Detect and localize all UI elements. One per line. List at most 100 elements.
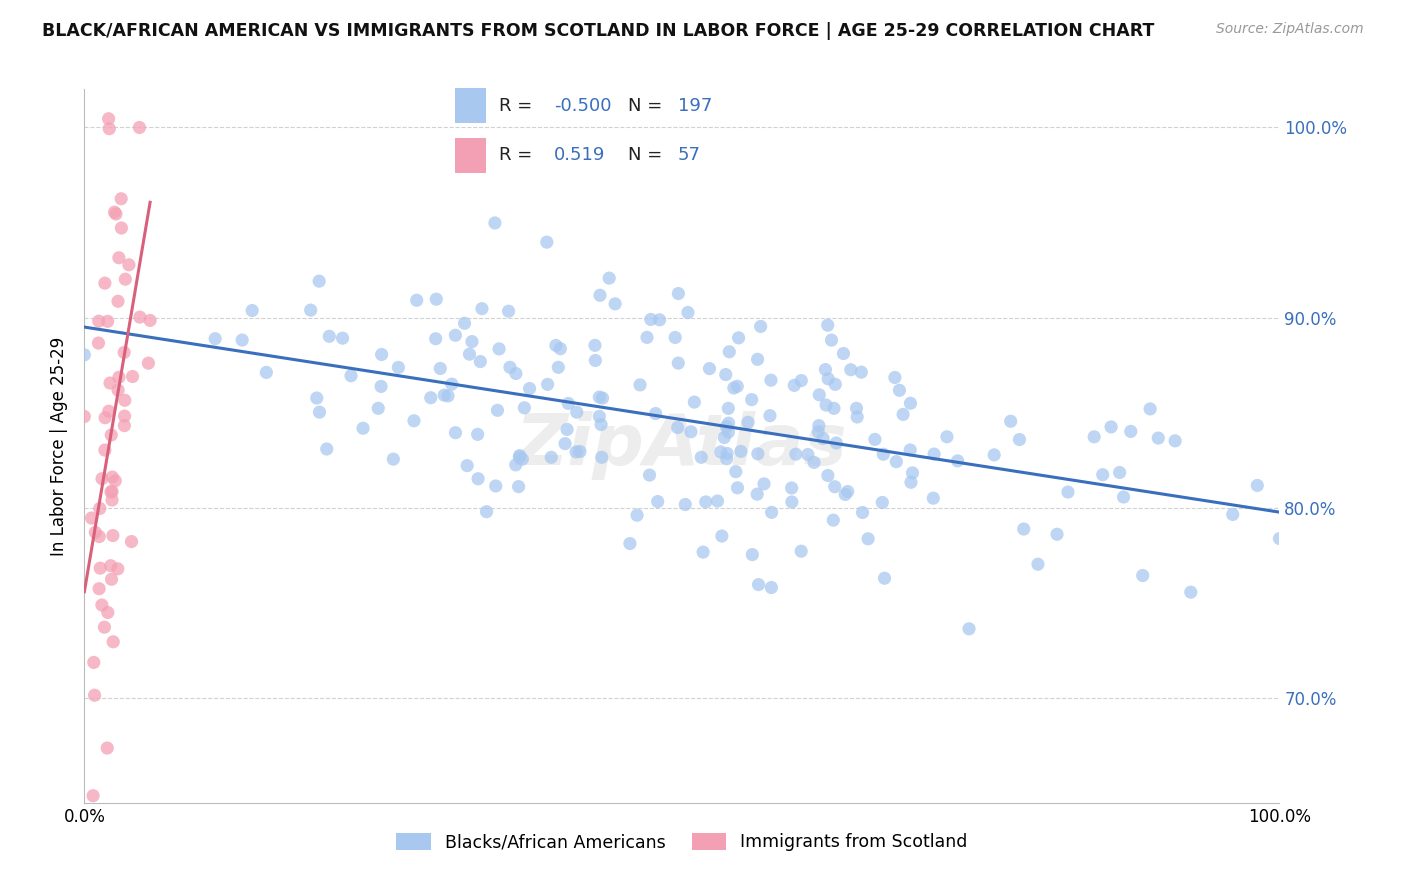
Point (467, 472, 489, 486)
Point (1057, 485, 1080, 500)
Point (461, 334, 484, 349)
Point (108, 370, 131, 384)
Point (512, 452, 534, 467)
Point (845, 401, 868, 416)
Point (808, 388, 831, 402)
Point (467, 427, 489, 442)
Point (508, 480, 530, 494)
Point (121, 534, 143, 549)
Point (540, 450, 562, 465)
Point (554, 436, 576, 450)
Point (100, 572, 122, 586)
Point (747, 447, 769, 461)
Point (104, 474, 127, 488)
Point (832, 346, 855, 360)
Text: BLACK/AFRICAN AMERICAN VS IMMIGRANTS FROM SCOTLAND IN LABOR FORCE | AGE 25-29 CO: BLACK/AFRICAN AMERICAN VS IMMIGRANTS FRO… (42, 22, 1154, 40)
Point (107, 383, 129, 397)
Point (648, 313, 671, 327)
Point (112, 418, 135, 433)
Point (824, 377, 846, 392)
Point (87, 314, 110, 328)
Point (471, 301, 494, 316)
Point (1180, 585, 1202, 599)
Point (946, 454, 969, 468)
Point (499, 360, 522, 375)
Point (741, 548, 763, 562)
Point (752, 476, 775, 491)
Point (811, 432, 834, 446)
Point (485, 479, 508, 493)
Point (1119, 425, 1142, 439)
Point (598, 271, 620, 285)
Point (837, 484, 859, 499)
Point (626, 508, 648, 523)
Point (332, 331, 354, 345)
Point (305, 391, 328, 405)
Point (1000, 414, 1022, 428)
Point (690, 450, 713, 465)
Point (823, 513, 845, 527)
Point (128, 310, 150, 325)
Point (839, 362, 862, 376)
Point (121, 369, 143, 384)
Point (724, 465, 747, 479)
Point (444, 425, 467, 440)
Point (419, 391, 441, 405)
Point (484, 216, 506, 230)
Point (114, 272, 136, 286)
Point (308, 405, 330, 419)
Point (692, 545, 714, 559)
Point (619, 536, 641, 550)
Point (699, 361, 721, 376)
Point (683, 395, 706, 409)
Point (498, 304, 520, 318)
Point (486, 403, 509, 417)
Point (647, 494, 669, 508)
Point (370, 347, 392, 361)
Point (817, 372, 839, 386)
Point (1046, 527, 1069, 541)
Point (783, 378, 806, 392)
Point (231, 333, 253, 347)
Point (470, 354, 492, 368)
Point (352, 421, 374, 435)
Text: 197: 197 (678, 97, 713, 115)
Point (780, 481, 803, 495)
Point (825, 436, 848, 450)
Point (716, 446, 738, 460)
Point (883, 370, 905, 384)
Point (898, 442, 921, 457)
Text: N =: N = (628, 97, 662, 115)
Point (790, 544, 813, 558)
Point (97, 606, 120, 620)
Point (761, 581, 783, 595)
Point (727, 481, 749, 495)
Point (318, 329, 340, 343)
Point (308, 274, 330, 288)
Point (429, 361, 451, 376)
Point (851, 506, 873, 520)
Point (555, 422, 578, 436)
Point (717, 425, 740, 439)
Point (87, 336, 110, 351)
Point (104, 207, 127, 221)
Point (817, 468, 839, 483)
Point (591, 417, 613, 432)
Point (550, 342, 572, 356)
Point (89, 501, 111, 516)
Point (82, 789, 104, 803)
Point (387, 360, 409, 375)
Point (583, 353, 606, 368)
Point (603, 297, 626, 311)
Point (1139, 401, 1161, 416)
Point (547, 360, 569, 375)
Point (785, 447, 807, 461)
Point (128, 120, 150, 135)
Point (747, 577, 769, 591)
Point (513, 401, 536, 415)
Point (101, 470, 124, 484)
Point (1246, 478, 1268, 492)
Point (83, 688, 105, 702)
Point (509, 449, 531, 463)
Point (1091, 467, 1114, 482)
